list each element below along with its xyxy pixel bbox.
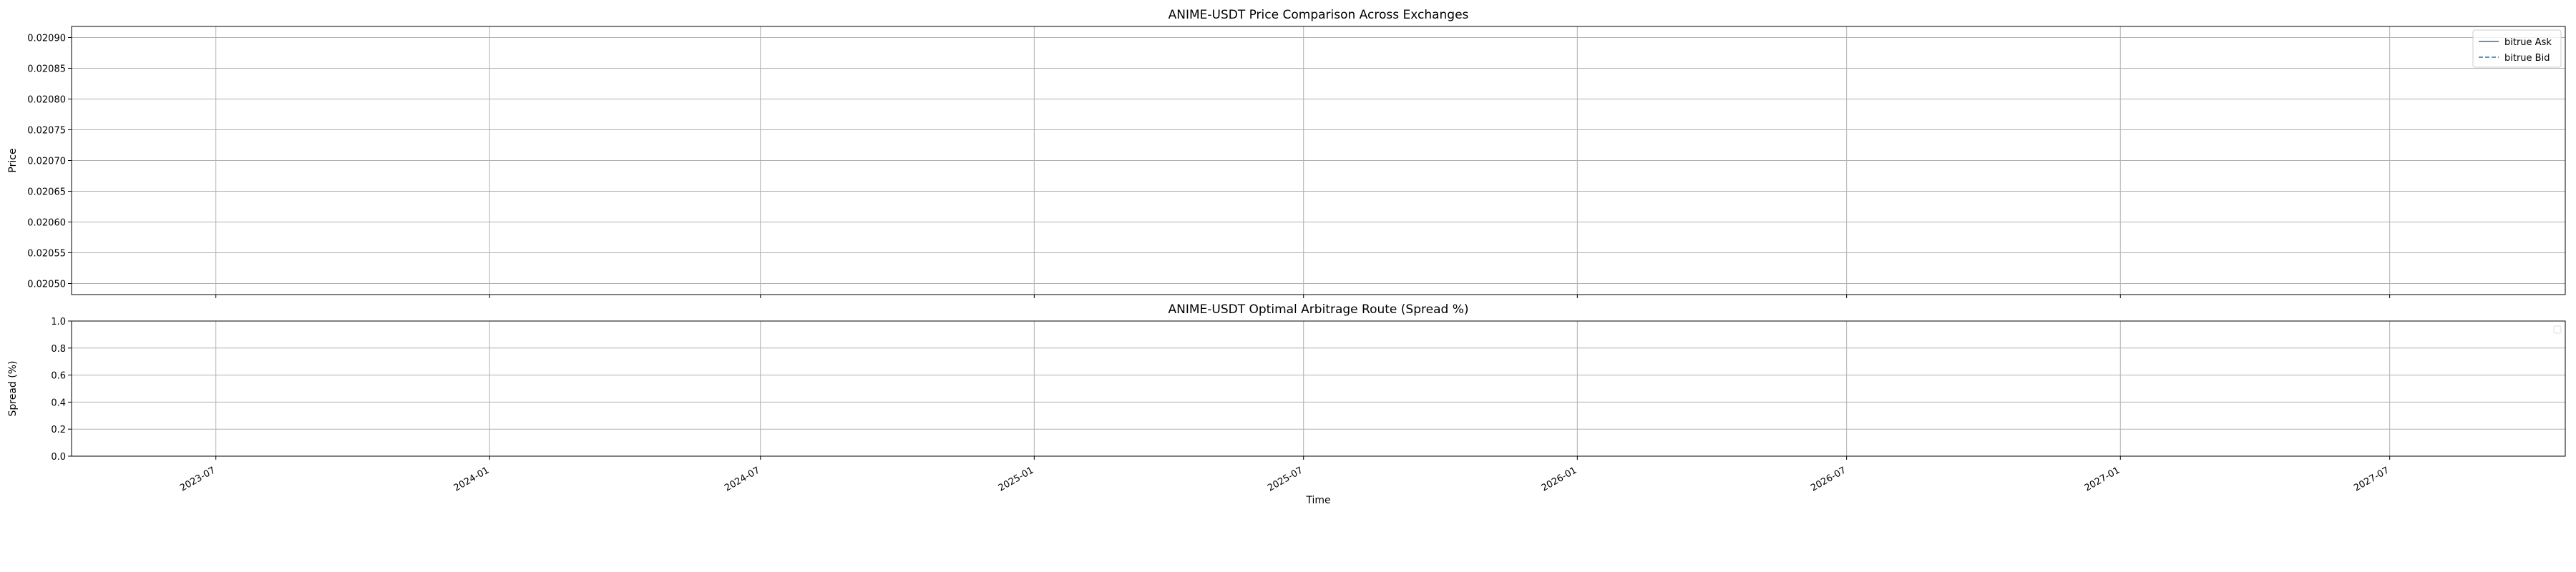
y-tick-label: 0.02050 [27,280,66,290]
y-tick-label: 0.02085 [27,64,66,74]
y-tick-label: 0.02075 [27,125,66,136]
y-tick-label: 0.02070 [27,157,66,167]
axes-frame [71,26,2566,295]
y-axis-label: Price [7,148,19,172]
axes-frame [71,320,2566,457]
y-tick-label: 0.02065 [27,187,66,198]
y-tick-label: 0.8 [51,344,66,355]
y-axis-label: Spread (%) [7,361,19,417]
legend-box [2472,29,2562,68]
y-tick-label: 1.0 [51,317,66,327]
arbitrage-spread-panel: 0.0 0.2 0.4 0.6 0.8 1.0 2023-07 2024-01 2024-07 2… [7,302,2566,506]
legend: bitrue Ask bitrue Bid [2472,29,2562,68]
y-tick-label: 0.2 [51,425,66,435]
x-tick-label: 2025-07 [1266,465,1305,493]
legend-box [2553,325,2562,334]
x-tick-label: 2023-07 [178,465,218,493]
y-tick-label: 0.4 [51,398,66,408]
x-tick-label: 2025-01 [997,465,1036,493]
x-tick-label: 2024-01 [452,465,492,493]
x-axis-label: Time [1305,495,1330,506]
y-tick-label: 0.6 [51,371,66,382]
legend-entry: bitrue Bid [2504,53,2550,64]
y-tick-label: 0.02060 [27,218,66,229]
x-tick-label: 2024-07 [723,465,762,493]
chart-title: ANIME-USDT Optimal Arbitrage Route (Spre… [1169,302,1469,317]
x-tick-label: 2027-07 [2352,465,2391,493]
plot-area [72,321,2565,456]
x-tick-label: 2027-01 [2083,465,2122,493]
y-tick-label: 0.0 [51,452,66,463]
y-tick-label: 0.02090 [27,33,66,44]
legend-entry: bitrue Ask [2504,37,2552,48]
chart-title: ANIME-USDT Price Comparison Across Excha… [1169,8,1469,22]
x-tick-label: 2026-01 [1540,465,1579,493]
y-tick-label: 0.02055 [27,249,66,260]
price-comparison-panel: 0.02050 0.02055 0.02060 0.02065 0.02070 0.020… [7,8,2566,298]
x-tick-label: 2026-07 [1809,465,1848,493]
y-tick-label: 0.02080 [27,94,66,105]
